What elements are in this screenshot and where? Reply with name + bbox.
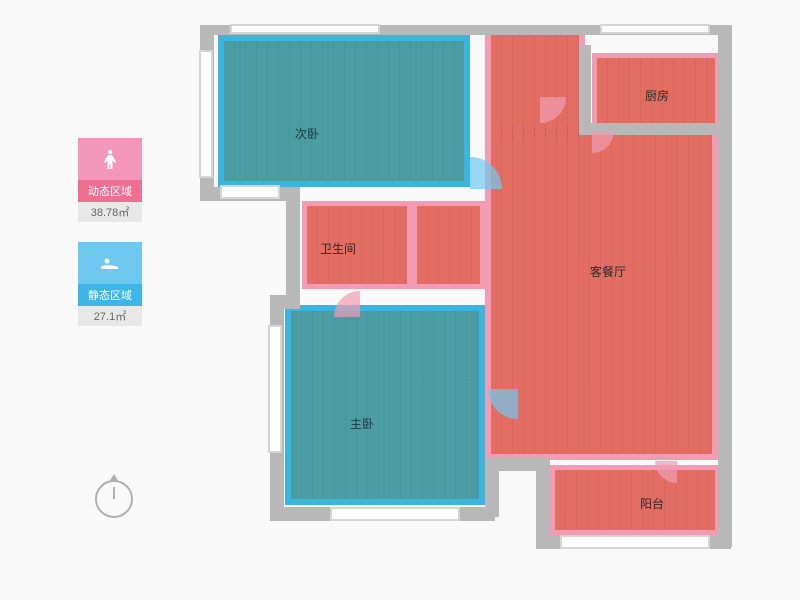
label-bathroom: 卫生间 [320,240,356,257]
wall-3 [286,187,300,305]
window-1 [600,24,710,34]
legend-dynamic-block: 动态区域 38.78㎡ [78,138,142,222]
label-secondary-bedroom: 次卧 [295,125,319,142]
wall-9 [536,457,550,545]
window-5 [330,507,460,521]
window-4 [268,325,282,453]
label-balcony: 阳台 [640,495,664,512]
wall-13 [579,45,591,133]
legend-dynamic-title: 动态区域 [78,180,142,202]
window-0 [230,24,380,34]
sleep-icon [98,251,122,275]
window-2 [199,50,213,178]
room-hallway [412,201,485,289]
room-balcony [550,465,720,535]
label-kitchen: 厨房 [645,87,669,104]
legend-dynamic-icon-box [78,138,142,180]
room-living-dining [485,133,718,460]
wall-11 [718,25,732,547]
legend-static-title: 静态区域 [78,284,142,306]
legend-panel: 动态区域 38.78㎡ 静态区域 27.1㎡ [78,138,142,346]
label-living-dining: 客餐厅 [590,263,626,280]
legend-static-value: 27.1㎡ [78,306,142,326]
legend-static-block: 静态区域 27.1㎡ [78,242,142,326]
label-master-bedroom: 主卧 [350,415,374,432]
window-6 [560,535,710,549]
people-icon [98,147,122,171]
room-master-bedroom [285,305,485,505]
room-bathroom [302,201,412,289]
compass-icon [95,480,133,518]
legend-static-icon-box [78,242,142,284]
room-living-top [485,28,585,136]
door-arc-2 [334,291,360,317]
legend-dynamic-value: 38.78㎡ [78,202,142,222]
room-secondary-bedroom [218,35,470,187]
window-3 [220,185,280,199]
